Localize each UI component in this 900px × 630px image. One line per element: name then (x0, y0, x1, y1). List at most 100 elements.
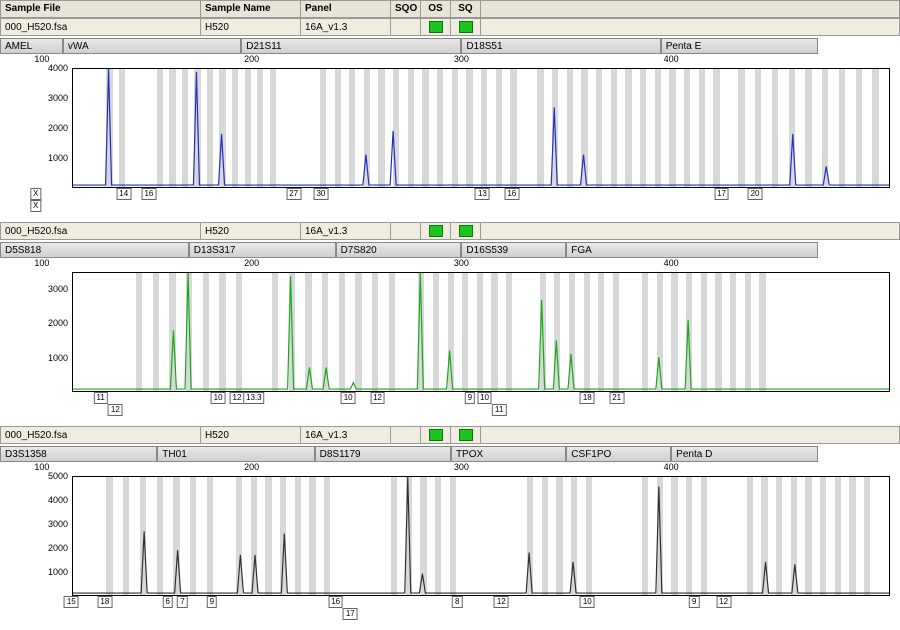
x-tick-label: 200 (244, 462, 259, 472)
allele-call-row: 1518679161781210912 (0, 596, 900, 624)
allele-call: 12 (370, 392, 385, 404)
locus-label: D18S51 (461, 38, 660, 54)
x-tick-label: 100 (34, 258, 49, 268)
status-square-icon (459, 429, 473, 441)
locus-label: D16S539 (461, 242, 566, 258)
allele-call: 12 (716, 596, 731, 608)
locus-label: Penta E (661, 38, 818, 54)
header-panel: Panel (301, 1, 391, 17)
y-tick-label: 3000 (48, 284, 68, 294)
sqo-cell (391, 19, 421, 35)
x-tick-label: 400 (664, 54, 679, 64)
locus-label: FGA (566, 242, 818, 258)
locus-label: TH01 (157, 446, 314, 462)
sample-name-cell: H520 (201, 427, 301, 443)
os-indicator (421, 223, 451, 239)
locus-header-row: AMELvWAD21S11D18S51Penta E (0, 36, 900, 54)
status-square-icon (429, 225, 443, 237)
allele-call: 13 (475, 188, 490, 200)
y-tick-label: 2000 (48, 123, 68, 133)
header-sq: SQ (451, 1, 481, 17)
x-axis-scale: 100200300400 (0, 462, 900, 476)
locus-label: D7S820 (336, 242, 462, 258)
locus-header-row: D3S1358TH01D8S1179TPOXCSF1POPenta D (0, 444, 900, 462)
allele-call: X (30, 188, 41, 200)
sample-file-cell: 000_H520.fsa (1, 223, 201, 239)
sample-name-cell: H520 (201, 19, 301, 35)
status-square-icon (429, 429, 443, 441)
chart-area: 10002000300040005000 (0, 476, 900, 596)
sq-indicator (451, 19, 481, 35)
allele-call: 10 (477, 392, 492, 404)
panel-cell: 16A_v1.3 (301, 223, 391, 239)
x-tick-label: 300 (454, 258, 469, 268)
os-indicator (421, 427, 451, 443)
allele-call: 12 (108, 404, 123, 416)
allele-call: 16 (328, 596, 343, 608)
sample-info-row: 000_H520.fsaH52016A_v1.3 (0, 426, 900, 444)
header-sqo: SQO (391, 1, 421, 17)
locus-label: Penta D (671, 446, 818, 462)
electropherogram-panel: 000_H520.fsaH52016A_v1.3AMELvWAD21S11D18… (0, 18, 900, 216)
sq-indicator (451, 223, 481, 239)
x-tick-label: 400 (664, 462, 679, 472)
allele-call: 10 (341, 392, 356, 404)
y-axis: 10002000300040005000 (30, 476, 72, 596)
allele-call: 9 (207, 596, 217, 608)
status-square-icon (459, 225, 473, 237)
allele-call: 17 (714, 188, 729, 200)
chart-area: 1000200030004000 (0, 68, 900, 188)
allele-call: 10 (211, 392, 226, 404)
electropherogram-plot (72, 68, 890, 188)
locus-label: CSF1PO (566, 446, 671, 462)
y-tick-label: 1000 (48, 567, 68, 577)
sample-info-row: 000_H520.fsaH52016A_v1.3 (0, 18, 900, 36)
locus-header-row: D5S818D13S317D7S820D16S539FGA (0, 240, 900, 258)
allele-call: 11 (492, 404, 506, 416)
sample-file-cell: 000_H520.fsa (1, 19, 201, 35)
allele-call: 15 (64, 596, 79, 608)
header-sample-file: Sample File (1, 1, 201, 17)
sample-file-cell: 000_H520.fsa (1, 427, 201, 443)
electropherogram-panel: 000_H520.fsaH52016A_v1.3D5S818D13S317D7S… (0, 222, 900, 420)
y-tick-label: 2000 (48, 543, 68, 553)
trace-svg (73, 69, 889, 187)
allele-call: 6 (163, 596, 173, 608)
locus-label: D5S818 (0, 242, 189, 258)
allele-call: 7 (177, 596, 187, 608)
y-tick-label: 1000 (48, 353, 68, 363)
panel-cell: 16A_v1.3 (301, 19, 391, 35)
allele-call-row: XX1416273013161720 (0, 188, 900, 216)
panel-cell: 16A_v1.3 (301, 427, 391, 443)
allele-call: 30 (313, 188, 328, 200)
header-sample-name: Sample Name (201, 1, 301, 17)
y-axis: 1000200030004000 (30, 68, 72, 188)
allele-call: 21 (609, 392, 624, 404)
trace-svg (73, 273, 889, 391)
y-tick-label: 3000 (48, 519, 68, 529)
sq-indicator (451, 427, 481, 443)
x-axis-scale: 100200300400 (0, 54, 900, 68)
sqo-cell (391, 223, 421, 239)
allele-call: 27 (286, 188, 301, 200)
locus-label: D21S11 (241, 38, 461, 54)
os-indicator (421, 19, 451, 35)
allele-call: 17 (343, 608, 358, 620)
header-os: OS (421, 1, 451, 17)
allele-call: 11 (94, 392, 108, 404)
allele-call: 9 (689, 596, 699, 608)
electropherogram-panel: 000_H520.fsaH52016A_v1.3D3S1358TH01D8S11… (0, 426, 900, 624)
electropherogram-plot (72, 476, 890, 596)
allele-call-row: 1112101213.31012910111821 (0, 392, 900, 420)
x-tick-label: 300 (454, 462, 469, 472)
allele-call: 16 (504, 188, 519, 200)
y-tick-label: 2000 (48, 318, 68, 328)
allele-call: 13.3 (243, 392, 265, 404)
locus-label: D13S317 (189, 242, 336, 258)
column-header-row: Sample File Sample Name Panel SQO OS SQ (0, 0, 900, 18)
trace-line (73, 477, 889, 593)
y-tick-label: 1000 (48, 153, 68, 163)
trace-line (73, 273, 889, 389)
sample-info-row: 000_H520.fsaH52016A_v1.3 (0, 222, 900, 240)
y-tick-label: 5000 (48, 471, 68, 481)
